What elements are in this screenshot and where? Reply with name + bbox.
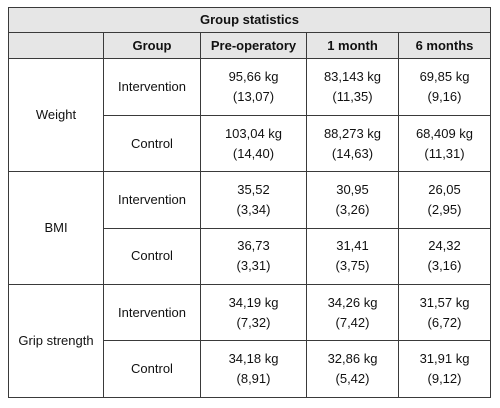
sd-value: (7,32) (236, 314, 271, 330)
sd-value: (13,07) (232, 89, 275, 105)
mean-value: 36,73 (237, 238, 270, 254)
table-row: Control 34,18 kg (8,91) 32,86 kg (5,42) … (9, 340, 491, 398)
header-measure (8, 32, 104, 60)
sd-value: (14,40) (232, 145, 275, 161)
mean-value: 34,18 kg (228, 351, 279, 367)
mean-value: 95,66 kg (228, 69, 279, 85)
mean-value: 69,85 kg (419, 69, 470, 85)
sd-value: (9,16) (427, 89, 462, 105)
value-cell: 83,143 kg (11,35) (306, 58, 399, 116)
sd-value: (6,72) (427, 314, 462, 330)
measure-label-bmi: BMI (8, 171, 104, 286)
header-group: Group (103, 32, 201, 60)
mean-value: 34,19 kg (228, 294, 279, 310)
value-cell: 95,66 kg (13,07) (200, 58, 307, 116)
group-label: Control (103, 227, 201, 286)
value-cell: 35,52 (3,34) (200, 171, 307, 229)
measure-label-weight: Weight (8, 58, 104, 173)
column-header-row: Group Pre-operatory 1 month 6 months (8, 32, 491, 60)
mean-value: 31,57 kg (419, 294, 470, 310)
table-title-row: Group statistics (8, 6, 491, 34)
table-row: Control 36,73 (3,31) 31,41 (3,75) 24,32 … (9, 227, 491, 286)
group-label: Intervention (103, 284, 201, 342)
table-row: Grip strength Intervention 34,19 kg (7,3… (8, 284, 491, 398)
value-cell: 88,273 kg (14,63) (306, 114, 399, 173)
value-cell: 34,19 kg (7,32) (200, 284, 307, 342)
sd-value: (3,34) (236, 201, 271, 217)
mean-value: 31,91 kg (419, 351, 470, 367)
mean-value: 68,409 kg (415, 125, 474, 141)
group-label: Control (103, 114, 201, 173)
group-statistics-table: Group statistics Group Pre-operatory 1 m… (8, 6, 491, 398)
sd-value: (14,63) (331, 145, 374, 161)
measure-label-grip-strength: Grip strength (8, 284, 104, 398)
value-cell: 31,41 (3,75) (306, 227, 399, 286)
value-cell: 69,85 kg (9,16) (398, 58, 491, 116)
mean-value: 30,95 (336, 181, 369, 197)
value-cell: 31,91 kg (9,12) (398, 340, 491, 398)
table-row: Control 103,04 kg (14,40) 88,273 kg (14,… (9, 114, 491, 173)
mean-value: 83,143 kg (323, 69, 382, 85)
header-1-month: 1 month (306, 32, 399, 60)
value-cell: 24,32 (3,16) (398, 227, 491, 286)
mean-value: 26,05 (428, 181, 461, 197)
mean-value: 34,26 kg (327, 294, 378, 310)
sd-value: (3,31) (236, 258, 271, 274)
table-title: Group statistics (8, 6, 491, 34)
sd-value: (8,91) (236, 371, 271, 387)
value-cell: 26,05 (2,95) (398, 171, 491, 229)
value-cell: 32,86 kg (5,42) (306, 340, 399, 398)
sd-value: (9,12) (427, 371, 462, 387)
group-label: Intervention (103, 58, 201, 116)
sd-value: (11,31) (424, 145, 465, 161)
mean-value: 24,32 (428, 238, 461, 254)
value-cell: 31,57 kg (6,72) (398, 284, 491, 342)
value-cell: 36,73 (3,31) (200, 227, 307, 286)
value-cell: 30,95 (3,26) (306, 171, 399, 229)
sd-value: (3,16) (427, 258, 462, 274)
mean-value: 103,04 kg (224, 125, 283, 141)
table-row: BMI Intervention 35,52 (3,34) 30,95 (3,2… (8, 171, 491, 286)
sd-value: (3,26) (335, 201, 370, 217)
mean-value: 32,86 kg (327, 351, 378, 367)
value-cell: 34,18 kg (8,91) (200, 340, 307, 398)
group-label: Intervention (103, 171, 201, 229)
sd-value: (11,35) (332, 89, 373, 105)
mean-value: 35,52 (237, 181, 270, 197)
sd-value: (5,42) (335, 371, 370, 387)
header-pre-operatory: Pre-operatory (200, 32, 307, 60)
sd-value: (3,75) (335, 258, 370, 274)
mean-value: 31,41 (336, 238, 369, 254)
mean-value: 88,273 kg (323, 125, 382, 141)
sd-value: (7,42) (335, 314, 370, 330)
header-6-months: 6 months (398, 32, 491, 60)
table-row: Weight Intervention 95,66 kg (13,07) 83,… (8, 58, 491, 173)
group-label: Control (103, 340, 201, 398)
group-statistics-table-container: Group statistics Group Pre-operatory 1 m… (8, 6, 491, 398)
value-cell: 103,04 kg (14,40) (200, 114, 307, 173)
value-cell: 68,409 kg (11,31) (398, 114, 491, 173)
sd-value: (2,95) (427, 201, 462, 217)
value-cell: 34,26 kg (7,42) (306, 284, 399, 342)
